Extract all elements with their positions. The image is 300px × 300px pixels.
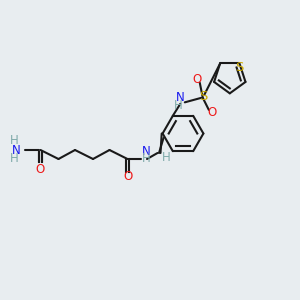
Text: O: O <box>208 106 217 119</box>
Text: H: H <box>9 152 18 166</box>
Text: O: O <box>192 73 201 86</box>
Text: N: N <box>176 91 185 104</box>
Text: H: H <box>9 134 18 148</box>
Text: S: S <box>199 90 208 103</box>
Text: H: H <box>162 151 171 164</box>
Text: O: O <box>123 170 132 184</box>
Text: O: O <box>36 163 45 176</box>
Text: N: N <box>11 143 20 157</box>
Text: H: H <box>142 152 151 166</box>
Text: H: H <box>174 99 183 112</box>
Text: N: N <box>142 145 151 158</box>
Text: S: S <box>235 61 244 74</box>
